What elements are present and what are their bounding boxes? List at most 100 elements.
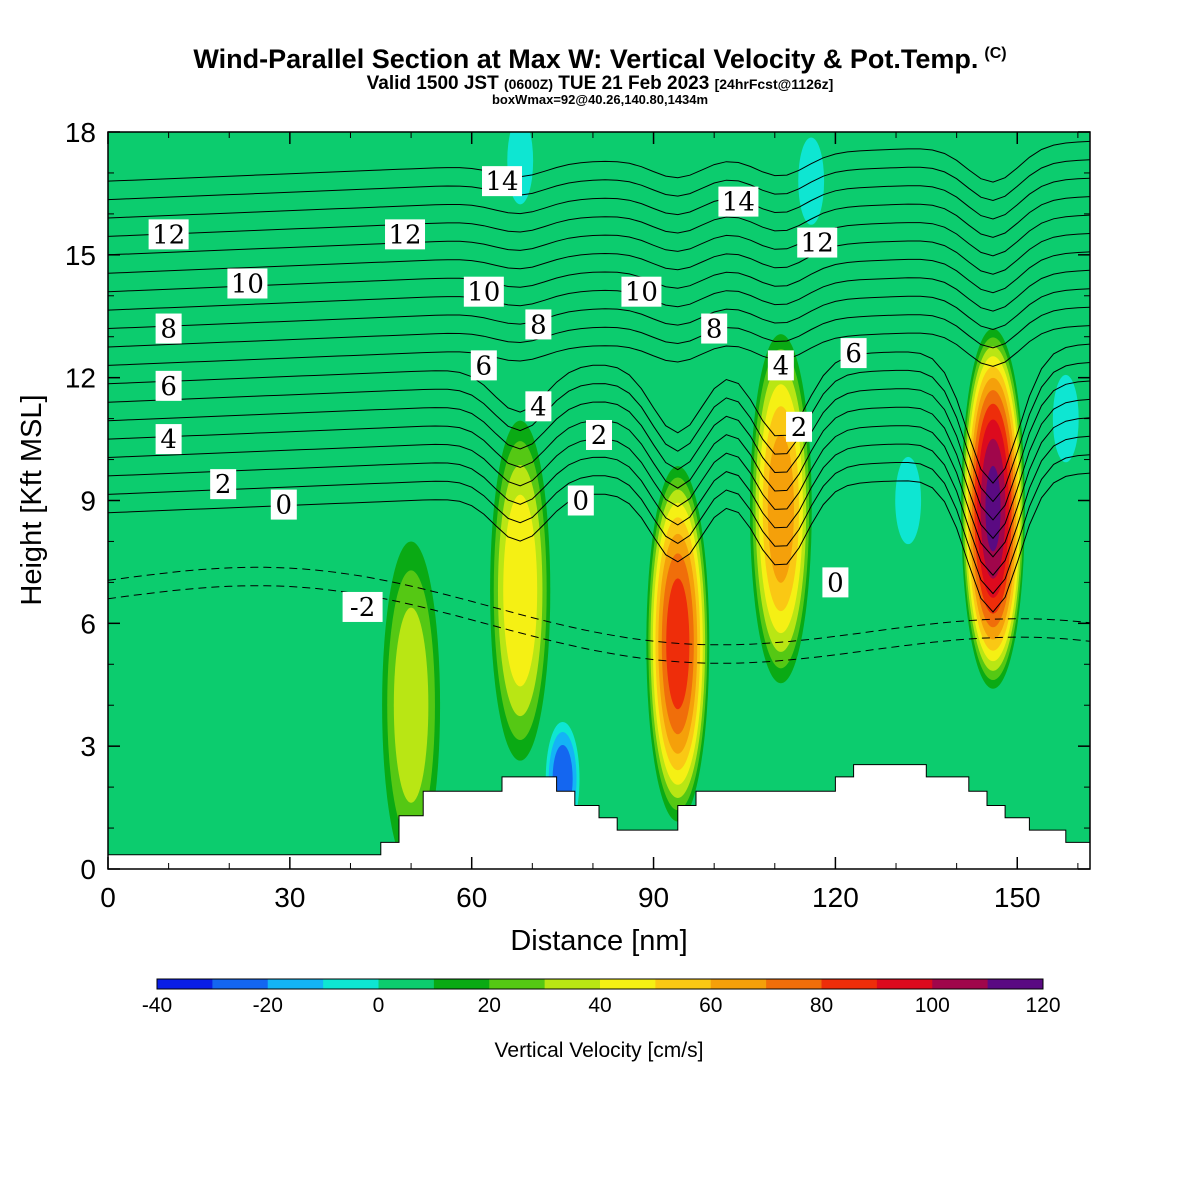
valid-utc: (0600Z) (503, 76, 554, 92)
y-tick-label: 9 (80, 486, 96, 517)
contour-label: 2 (210, 469, 237, 500)
colorbar-tick-label: 100 (915, 994, 950, 1017)
theta-contour-line (108, 585, 1090, 664)
contour-label-text: 2 (791, 413, 808, 443)
contour-label-box (621, 276, 662, 307)
terrain-shape (108, 764, 1090, 869)
valid-prefix: Valid 1500 JST (366, 73, 499, 94)
velocity-band (503, 494, 538, 687)
theta-contour-line (108, 362, 1090, 503)
contour-label-box (270, 489, 297, 520)
contour-label: 0 (270, 489, 297, 521)
contour-label-box (155, 424, 182, 455)
contour-label-text: 8 (160, 315, 177, 345)
contour-label-text: 10 (625, 278, 658, 308)
contour-label-box (155, 313, 182, 344)
colorbar-label: Vertical Velocity [cm/s] (495, 1039, 704, 1062)
velocity-band (985, 465, 1001, 552)
contour-label-box (767, 350, 794, 381)
velocity-band (393, 607, 429, 803)
y-tick-label: 0 (80, 854, 96, 885)
colorbar-swatch (655, 979, 712, 989)
velocity-field (108, 132, 1090, 869)
contour-label: 0 (822, 567, 849, 598)
colorbar-tick-label: 20 (478, 994, 501, 1017)
contour-label-box (786, 411, 813, 442)
field-background (108, 132, 1090, 869)
theta-contour-line (108, 251, 1090, 294)
contour-label-text: 2 (215, 470, 232, 500)
contour-label: 0 (567, 485, 594, 517)
theta-contour-line (108, 306, 1090, 349)
contour-label: 8 (155, 313, 182, 345)
velocity-band (895, 456, 922, 545)
theta-contour-line (108, 325, 1090, 367)
contour-label-text: 14 (722, 188, 755, 218)
contour-label: 10 (621, 276, 662, 308)
colorbar-swatch (876, 979, 933, 989)
y-tick-label: 18 (65, 117, 96, 148)
contour-label-text: 6 (476, 351, 493, 381)
contour-label-text: 0 (573, 487, 590, 517)
contour-label-box (463, 276, 504, 307)
colorbar-swatch (821, 979, 878, 989)
theta-contour-line (108, 159, 1090, 202)
contour-label: 6 (155, 370, 182, 402)
theta-contour-line (108, 454, 1090, 595)
contour-label: 2 (786, 411, 813, 443)
contour-label: 12 (797, 227, 838, 259)
colorbar-swatch (212, 979, 269, 989)
x-tick-label: 0 (100, 882, 116, 913)
x-tick-label: 60 (456, 882, 487, 913)
contour-label-box (210, 469, 237, 500)
contour-label-text: 4 (160, 425, 177, 455)
contour-label-text: 8 (706, 315, 723, 345)
contour-label: 4 (155, 424, 182, 455)
contour-label-text: 4 (773, 351, 790, 381)
contour-label: 8 (701, 313, 728, 345)
theta-contour-line (108, 140, 1090, 183)
contour-label-box (148, 219, 189, 250)
contour-label-box (797, 227, 838, 258)
title-mark: (C) (984, 45, 1007, 62)
colorbar-swatch (489, 979, 546, 989)
y-tick-label: 15 (65, 240, 96, 271)
contour-label-box (718, 186, 759, 217)
colorbar-tick-label: 120 (1025, 994, 1060, 1017)
contour-label-box (155, 370, 182, 401)
contour-label: 12 (385, 219, 426, 250)
contour-label-box (482, 166, 523, 197)
colorbar-swatch (378, 979, 435, 989)
contour-label: 10 (227, 268, 268, 299)
colorbar-tick-label: -20 (253, 994, 283, 1017)
theta-contour-line (108, 380, 1090, 521)
theta-contour-line (108, 196, 1090, 238)
colorbar-tick-label: -40 (142, 994, 172, 1017)
colorbar-swatch (544, 979, 601, 989)
colorbar-tick-label: 40 (588, 994, 611, 1017)
y-axis-label: Height [Kft MSL] (16, 394, 48, 605)
y-tick-label: 12 (65, 363, 96, 394)
colorbar-tick-label: 0 (373, 994, 385, 1017)
contour-label-box (567, 485, 594, 516)
colorbar-swatch (600, 979, 656, 989)
box-info: boxWmax=92@40.26,140.80,1434m (491, 92, 709, 107)
terrain (108, 764, 1090, 869)
contour-label-text: 6 (160, 372, 177, 402)
colorbar-swatch (323, 979, 379, 989)
contour-label-box (822, 567, 849, 598)
contour-label-text: 10 (467, 278, 500, 308)
chart-title: Wind-Parallel Section at Max W: Vertical… (193, 44, 1007, 74)
x-tick-label: 30 (274, 882, 305, 913)
contour-label: 6 (470, 350, 497, 381)
contour-label-text: 10 (231, 269, 264, 299)
theta-contour-line (108, 177, 1090, 220)
x-tick-label: 120 (812, 882, 859, 913)
colorbar-swatch (710, 979, 767, 989)
contour-label-box (525, 391, 552, 422)
contour-label: 8 (525, 309, 552, 340)
colorbar-swatch (267, 979, 324, 989)
theta-contour-line (108, 435, 1090, 576)
contour-label-box (342, 591, 383, 622)
